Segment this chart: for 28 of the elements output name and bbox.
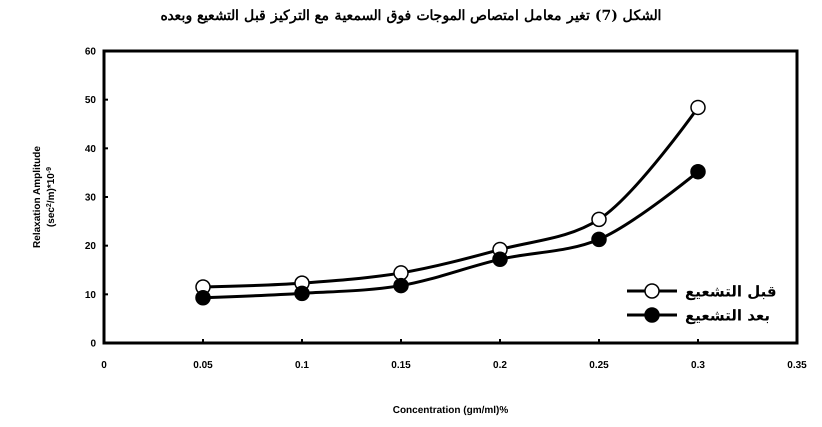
x-axis-title: Concentration (gm/ml)%: [392, 405, 508, 416]
chart-title: الشكل (7) تغير معامل امتصاص الموجات فوق السمعية مع التركيز قبل التشعيع وبعده: [160, 8, 662, 24]
legend-label: قبل التشعيع: [685, 282, 777, 300]
y-tick-label: 50: [84, 95, 96, 106]
y-tick-label: 10: [84, 290, 96, 301]
x-tick-label: 0.25: [589, 360, 610, 371]
point: [492, 252, 508, 268]
x-tick-label: 0.35: [787, 360, 808, 371]
point: [690, 164, 706, 180]
x-tick-label: 0.1: [295, 360, 310, 371]
point: [393, 265, 409, 281]
y-tick-label: 40: [84, 144, 96, 155]
point: [690, 100, 706, 116]
y-tick-label: 60: [84, 46, 96, 58]
y-tick-label: 30: [84, 192, 96, 204]
y-tick-label: 0: [90, 338, 96, 350]
x-tick-label: 0.15: [391, 360, 412, 371]
point: [195, 290, 211, 306]
x-tick-label: 0: [101, 360, 108, 371]
point: [591, 212, 607, 228]
point: [393, 278, 409, 294]
x-tick-label: 0.05: [193, 360, 214, 371]
x-tick-label: 0.2: [493, 360, 508, 371]
point: [591, 232, 607, 248]
y-tick-label: 20: [84, 241, 96, 252]
legend-label: بعد التشعيع: [685, 306, 770, 324]
x-tick-label: 0.3: [691, 360, 706, 371]
point: [294, 286, 310, 302]
